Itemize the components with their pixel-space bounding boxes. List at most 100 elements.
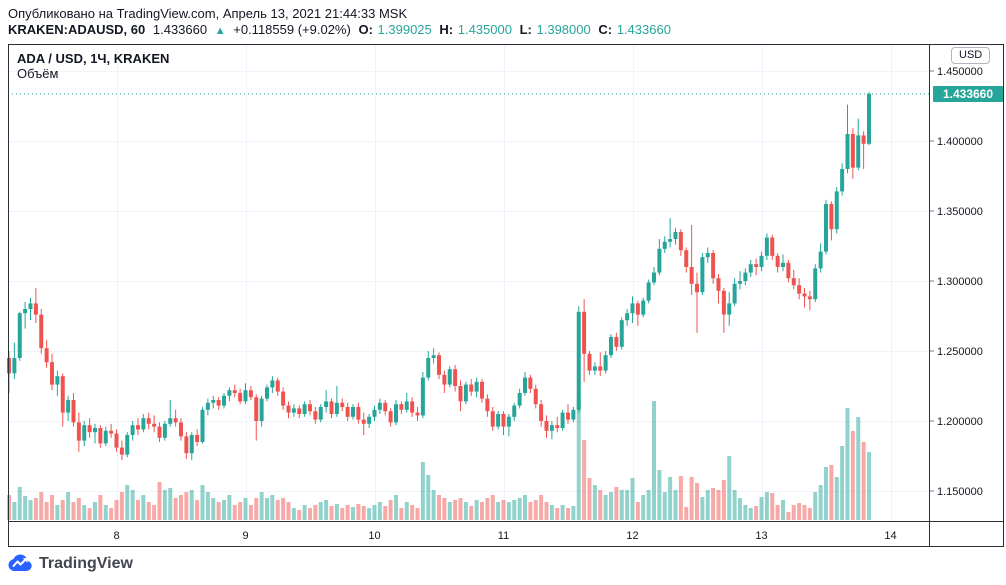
candle-body <box>834 191 839 230</box>
tradingview-logo-link[interactable]: TradingView <box>8 554 133 574</box>
candle-body <box>98 428 103 444</box>
candle-body <box>684 250 689 267</box>
volume-bar <box>259 492 264 520</box>
candle-body <box>76 422 81 441</box>
volume-bar <box>533 500 538 520</box>
candle-body <box>517 393 522 406</box>
candle-body <box>609 337 613 356</box>
low-label: L: <box>519 22 532 37</box>
volume-bar <box>189 490 194 520</box>
candle-body <box>125 435 130 455</box>
candle-body <box>372 409 377 417</box>
candle-body <box>93 428 97 433</box>
volume-bar <box>50 495 54 520</box>
volume-bar <box>689 477 694 520</box>
candle-wick <box>94 423 96 444</box>
last-price: 1.433660 <box>152 22 208 37</box>
time-tick-label: 11 <box>498 530 509 542</box>
volume-bar <box>340 508 345 520</box>
volume-bar <box>82 505 87 520</box>
volume-bar <box>453 500 458 520</box>
volume-bar <box>275 500 280 520</box>
volume-bar <box>254 498 259 520</box>
candle-body <box>55 376 60 385</box>
volume-bar <box>646 490 651 520</box>
candle-body <box>404 401 409 410</box>
volume-bar <box>28 500 33 520</box>
candle-body <box>549 425 554 431</box>
candle-body <box>345 407 350 417</box>
volume-bar <box>678 476 683 520</box>
volume-bar <box>297 510 302 520</box>
volume-bar <box>367 508 372 520</box>
candle-body <box>254 397 259 421</box>
volume-bar <box>523 495 527 520</box>
volume-bar <box>130 490 135 520</box>
volume-bar <box>463 502 468 520</box>
candle-body <box>334 402 339 414</box>
volume-bar <box>173 498 178 520</box>
candle-body <box>840 169 845 192</box>
volume-bar <box>867 452 871 520</box>
volume-bar <box>458 498 463 520</box>
time-tick-label: 14 <box>884 530 896 542</box>
time-tick-label: 8 <box>113 530 119 542</box>
candle-wick <box>696 272 698 333</box>
volume-bar <box>125 485 130 520</box>
volume-bar <box>721 480 726 520</box>
volume-bar <box>157 482 162 520</box>
candle-body <box>555 425 560 428</box>
candle-body <box>496 414 501 427</box>
volume-bar <box>227 495 232 520</box>
volume-bar <box>232 505 237 520</box>
volume-bar <box>437 495 441 520</box>
candle-body <box>603 355 608 371</box>
candle-body <box>775 255 780 267</box>
volume-bar <box>383 506 388 520</box>
candle-body <box>302 404 307 414</box>
candle-body <box>426 358 431 378</box>
price-tick-label: 1.200000 <box>937 416 983 428</box>
candle-body <box>544 421 549 431</box>
volume-bar <box>76 498 81 520</box>
candle-body <box>657 248 662 273</box>
candle-body <box>560 412 565 428</box>
candle-body <box>211 400 216 403</box>
volume-bar <box>87 508 92 520</box>
volume-bar <box>743 505 748 520</box>
candle-body <box>619 320 624 347</box>
candle-body <box>168 418 173 424</box>
volume-bar <box>668 477 673 520</box>
volume-bar <box>603 495 608 520</box>
volume-bar <box>200 485 205 520</box>
candle-body <box>114 433 119 448</box>
volume-bar <box>813 492 818 520</box>
candle-body <box>856 135 861 168</box>
candle-body <box>377 402 382 410</box>
candle-wick <box>863 131 865 169</box>
volume-bar <box>781 500 785 520</box>
candle-body <box>243 390 248 402</box>
candle-body <box>652 272 656 283</box>
volume-bar <box>109 508 114 520</box>
candle-body <box>576 311 581 410</box>
candle-body <box>738 281 742 284</box>
volume-bar <box>657 470 662 520</box>
candle-body <box>340 402 345 407</box>
price-tick-label: 1.400000 <box>937 136 983 148</box>
volume-bar <box>281 498 286 520</box>
candle-body <box>716 278 721 291</box>
chart-legend-title: ADA / USD, 1Ч, KRAKEN <box>17 51 170 66</box>
volume-bar <box>544 502 549 520</box>
volume-bar <box>17 487 22 520</box>
up-arrow-icon: ▲ <box>214 25 226 37</box>
candle-body <box>678 232 683 251</box>
candle-wick <box>336 386 338 417</box>
open-label: O: <box>358 22 373 37</box>
volume-bar <box>243 498 248 520</box>
candle-body <box>818 251 823 269</box>
currency-toggle-button[interactable]: USD <box>951 47 991 64</box>
price-tick-label: 1.150000 <box>937 486 983 498</box>
volume-bar <box>582 440 587 520</box>
